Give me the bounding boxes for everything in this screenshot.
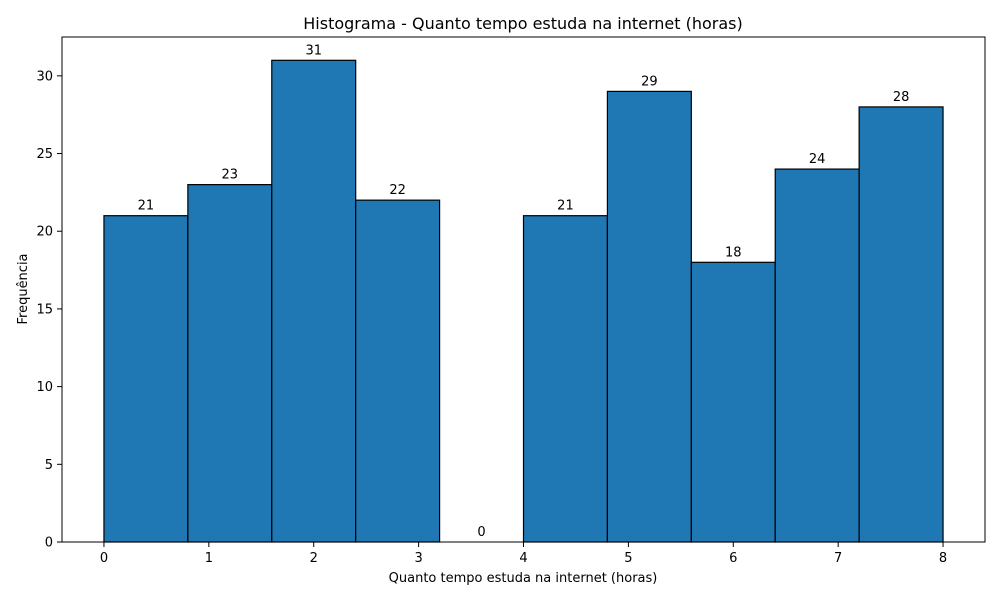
y-axis-label: Frequência <box>16 253 31 324</box>
y-tick-label: 30 <box>36 69 53 84</box>
bar-data-label: 29 <box>641 74 658 89</box>
x-axis-label: Quanto tempo estuda na internet (horas) <box>389 571 658 586</box>
histogram-bar <box>774 168 860 543</box>
x-tick-label: 2 <box>310 551 318 566</box>
x-tick-label: 4 <box>519 551 527 566</box>
histogram-bar <box>606 90 692 543</box>
bar-data-label: 23 <box>222 168 239 183</box>
bars-group <box>103 59 944 543</box>
x-tick-label: 1 <box>205 551 213 566</box>
histogram-bar <box>103 215 189 543</box>
y-tick-label: 25 <box>36 147 53 162</box>
y-tick-label: 15 <box>36 302 53 317</box>
histogram-bar <box>355 199 441 543</box>
histogram-bar <box>187 184 273 543</box>
y-tick-label: 20 <box>36 225 53 240</box>
bar-data-label: 0 <box>477 525 485 540</box>
bar-data-label: 24 <box>809 152 826 167</box>
data-labels-group: 21 23 31 22 0 21 29 18 24 28 <box>138 43 910 540</box>
chart-title: Histograma - Quanto tempo estuda na inte… <box>303 14 742 33</box>
histogram-bar <box>858 106 944 543</box>
histogram-bar <box>690 261 776 543</box>
y-tick-label: 0 <box>45 536 53 551</box>
y-tick-label: 5 <box>45 458 53 473</box>
y-tick-label: 10 <box>36 380 53 395</box>
bar-data-label: 31 <box>305 43 322 58</box>
bar-data-label: 21 <box>138 199 155 214</box>
x-tick-label: 6 <box>729 551 737 566</box>
bar-data-label: 18 <box>725 245 742 260</box>
x-axis-ticks: 0 1 2 3 4 5 6 7 8 <box>100 542 947 566</box>
x-tick-label: 5 <box>624 551 632 566</box>
bar-data-label: 28 <box>893 90 910 105</box>
histogram-bar <box>271 59 357 543</box>
x-tick-label: 8 <box>939 551 947 566</box>
y-axis-ticks: 0 5 10 15 20 25 30 <box>36 69 62 551</box>
bar-data-label: 21 <box>557 199 574 214</box>
x-tick-label: 7 <box>834 551 842 566</box>
histogram-bar <box>522 215 609 543</box>
bar-data-label: 22 <box>389 183 406 198</box>
x-tick-label: 0 <box>100 551 108 566</box>
x-tick-label: 3 <box>414 551 422 566</box>
